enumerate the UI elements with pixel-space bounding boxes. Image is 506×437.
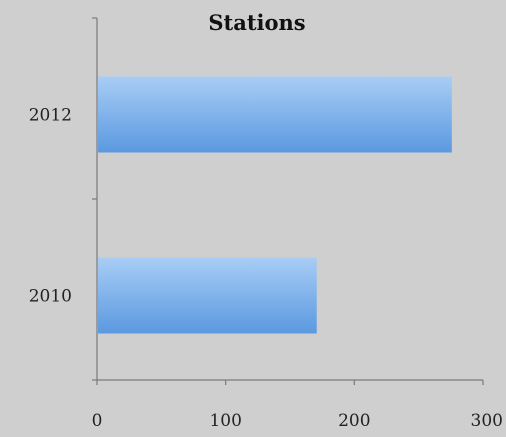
chart-title: Stations [208,10,305,35]
x-tick-label: 300 [471,411,503,431]
bars [98,76,452,334]
bar-2012 [98,76,452,153]
y-tick-label: 2010 [29,287,72,307]
bar-2010 [98,257,317,334]
x-tick-labels: 0 100 200 300 [92,411,503,431]
axes [92,17,484,385]
x-tick-label: 100 [209,411,241,431]
y-tick-labels: 2010 2012 [29,106,72,307]
x-tick-label: 0 [92,411,103,431]
x-tick-label: 200 [338,411,370,431]
y-tick-label: 2012 [29,106,72,126]
